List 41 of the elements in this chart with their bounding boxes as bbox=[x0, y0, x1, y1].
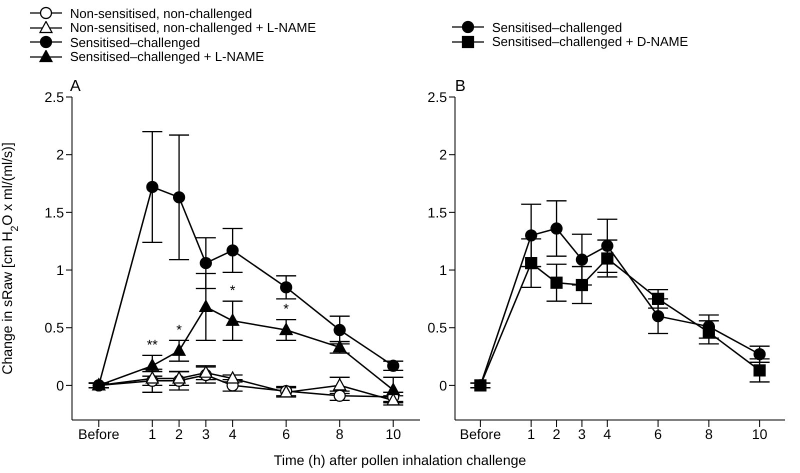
y-tick-label: 0 bbox=[439, 377, 448, 394]
annotation: * bbox=[230, 282, 236, 298]
y-tick-label: 1.5 bbox=[44, 204, 64, 220]
x-tick-label: 1 bbox=[527, 426, 536, 442]
y-tick-label: 2.5 bbox=[428, 88, 448, 105]
x-tick-label: 8 bbox=[336, 426, 344, 442]
x-tick-label: 4 bbox=[228, 426, 237, 442]
y-tick-label: 2 bbox=[439, 146, 448, 163]
x-tick-label: 3 bbox=[202, 426, 210, 442]
y-tick-label: 0 bbox=[56, 377, 64, 394]
x-tick-label: 1 bbox=[148, 426, 156, 442]
x-tick-label: Before bbox=[460, 426, 502, 442]
annotation: * bbox=[283, 300, 290, 317]
legend-label: Sensitised–challenged + L-NAME bbox=[70, 49, 264, 64]
x-tick-label: 6 bbox=[654, 426, 662, 442]
chart-title: A bbox=[70, 78, 81, 96]
y-tick-label: 2.5 bbox=[44, 88, 64, 105]
legend-label: Sensitised–challenged + D-NAME bbox=[492, 34, 688, 50]
y-tick-label: 1 bbox=[439, 262, 448, 278]
y-tick-label: 1 bbox=[56, 262, 64, 278]
legend-label: Non-sensitised, non-challenged bbox=[70, 6, 252, 21]
legend-label: Sensitised–challenged bbox=[70, 34, 200, 50]
x-tick-label: 2 bbox=[175, 426, 184, 442]
y-tick-label: 2 bbox=[56, 146, 64, 163]
x-tick-label: 6 bbox=[282, 426, 290, 442]
x-tick-label: 2 bbox=[552, 426, 561, 442]
x-tick-label: 10 bbox=[752, 426, 768, 442]
x-tick-label: 3 bbox=[578, 426, 586, 442]
x-axis-title: Time (h) after pollen inhalation challenge bbox=[272, 452, 528, 468]
y-tick-label: 0.5 bbox=[428, 320, 448, 336]
chart-title: B bbox=[455, 78, 466, 96]
y-tick-label: 0.5 bbox=[44, 320, 64, 336]
x-tick-label: 4 bbox=[603, 426, 612, 442]
x-tick-label: 8 bbox=[704, 426, 713, 442]
annotation: * bbox=[176, 321, 182, 338]
x-tick-label: Before bbox=[78, 426, 120, 442]
annotation: ** bbox=[146, 336, 158, 352]
legend-label: Non-sensitised, non-challenged + L-NAME bbox=[70, 20, 316, 36]
x-tick-label: 10 bbox=[385, 426, 402, 442]
legend-label: Sensitised–challenged bbox=[492, 20, 622, 35]
y-tick-label: 1.5 bbox=[428, 204, 448, 220]
